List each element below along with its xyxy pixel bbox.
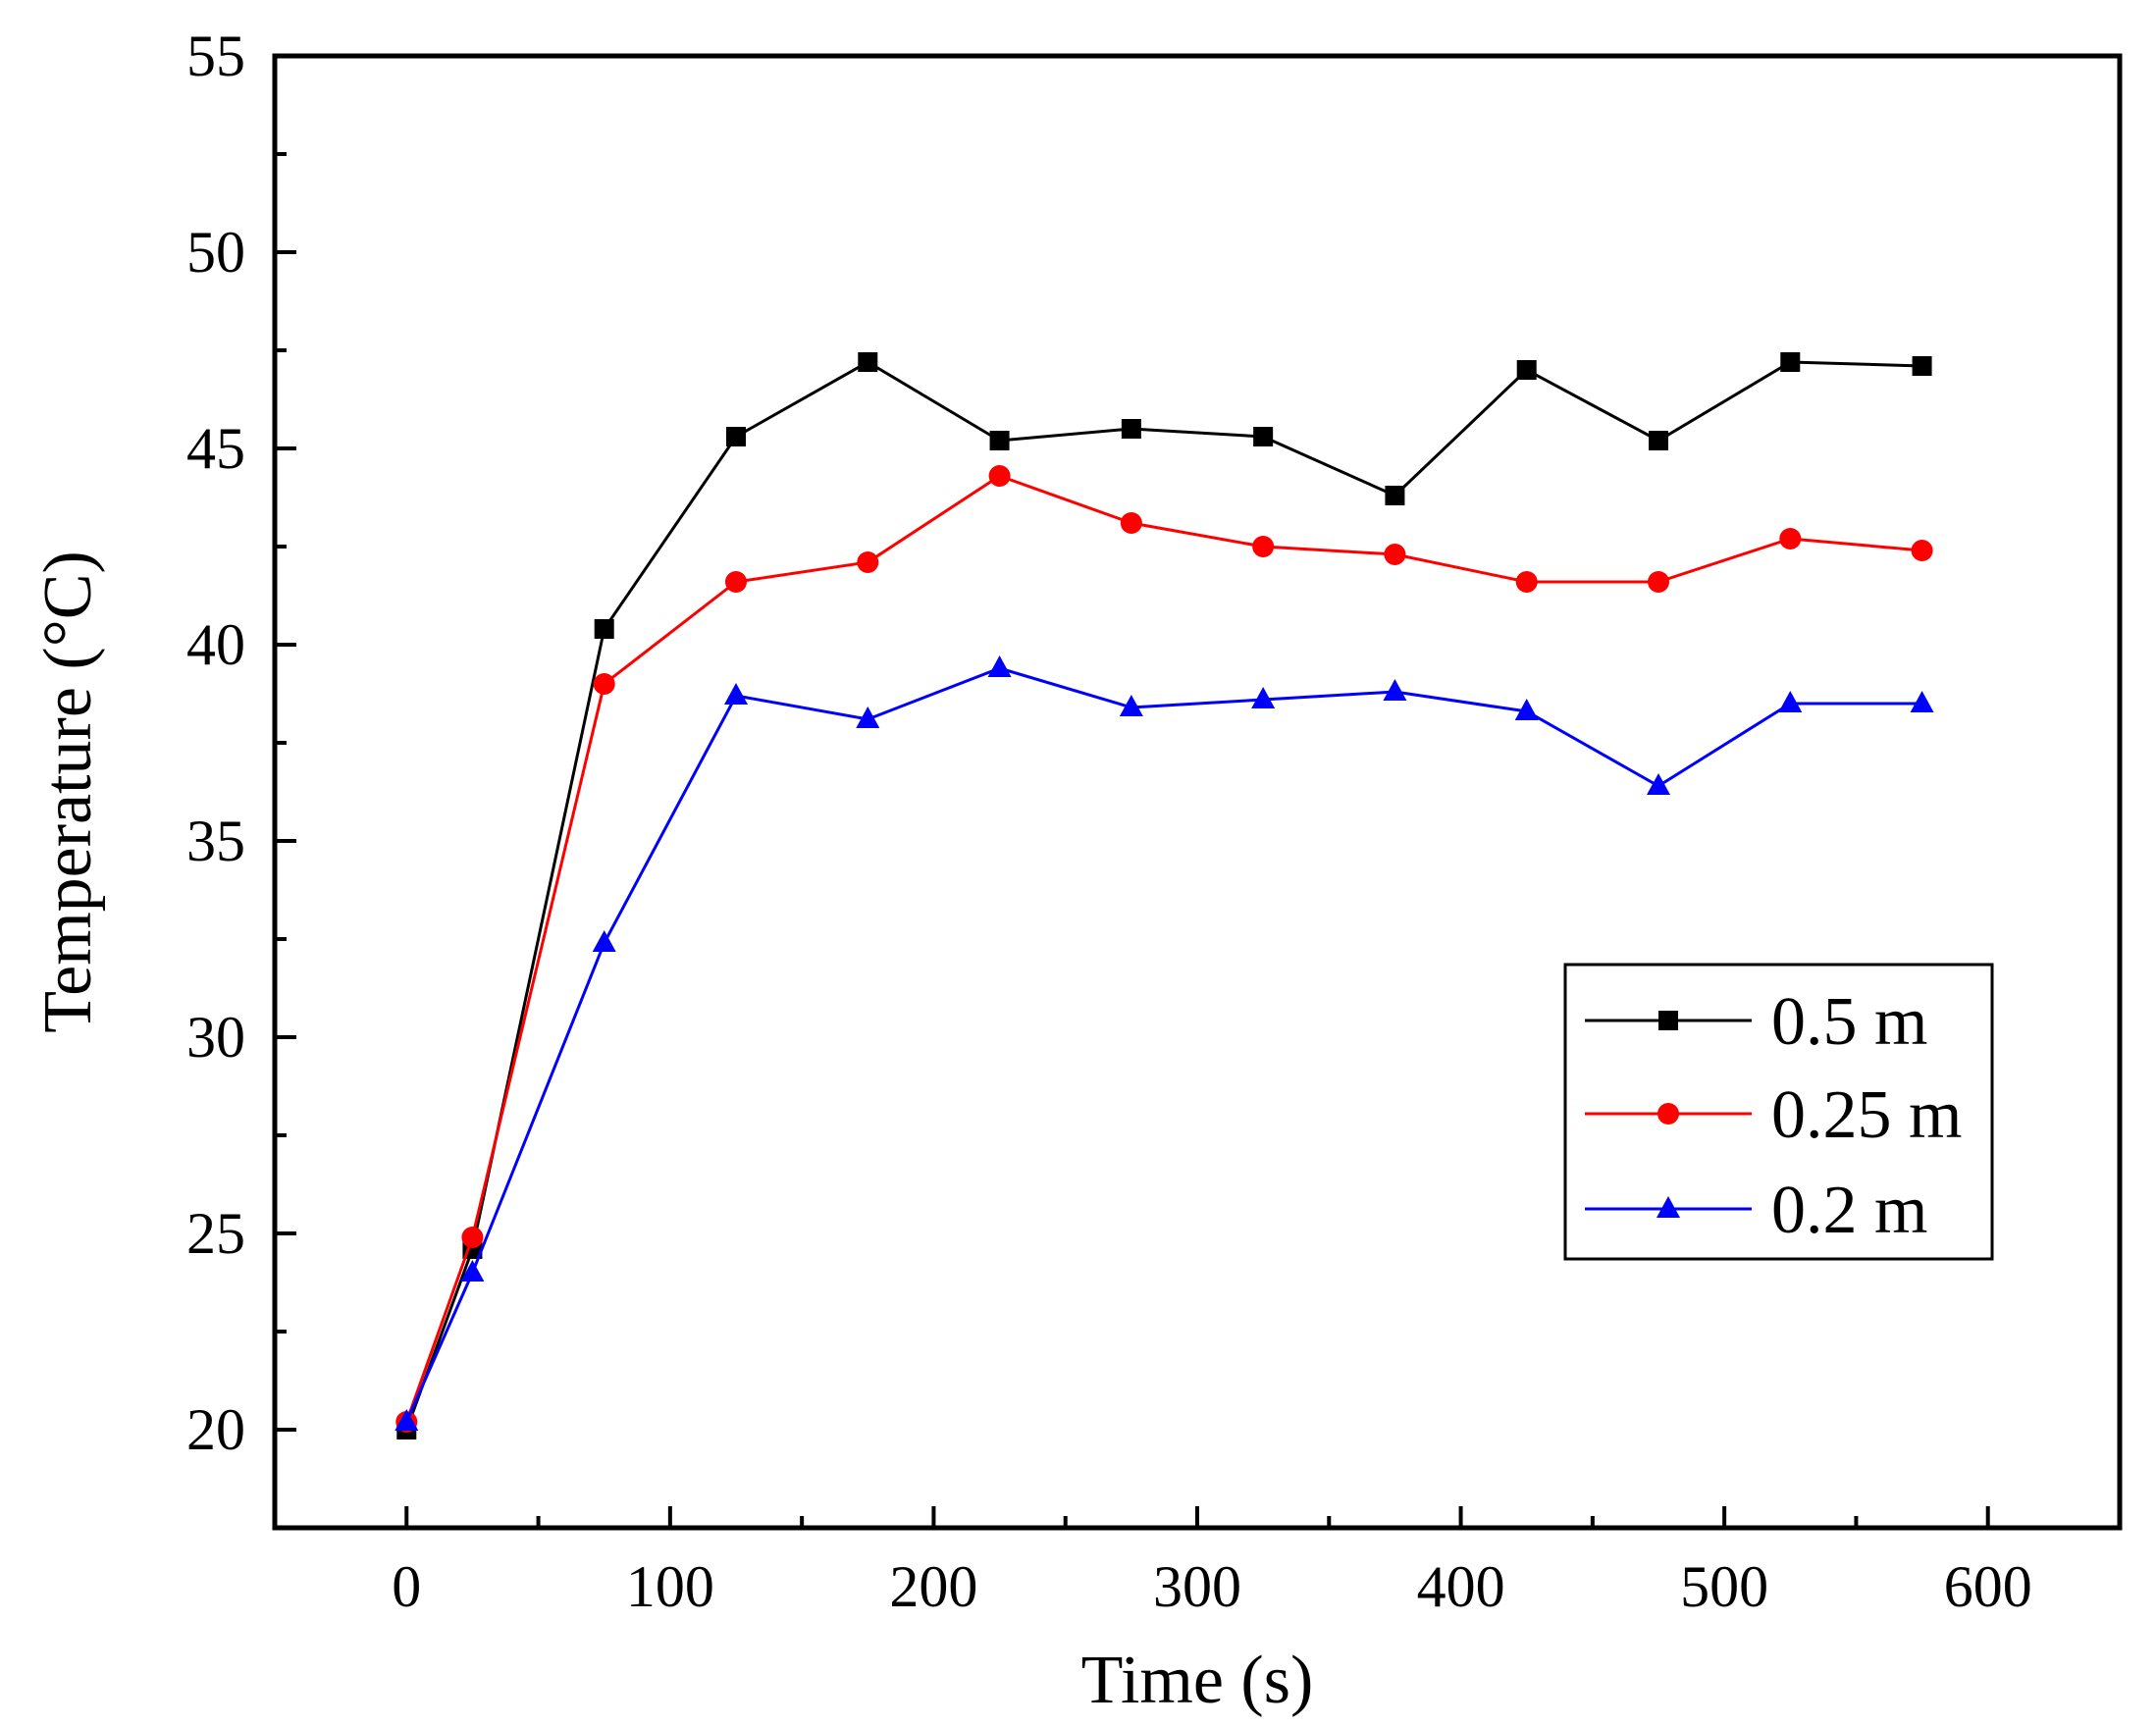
data-point bbox=[1910, 691, 1934, 712]
data-point bbox=[394, 1409, 419, 1431]
series-group bbox=[394, 352, 1934, 1439]
data-point bbox=[461, 1227, 484, 1248]
x-tick-label: 300 bbox=[1153, 1554, 1241, 1619]
y-tick-label: 40 bbox=[186, 612, 245, 677]
y-tick-label: 25 bbox=[186, 1201, 245, 1266]
legend-item: 0.5 m bbox=[1585, 984, 1927, 1060]
data-point bbox=[1515, 571, 1538, 593]
series-line bbox=[404, 360, 1922, 1431]
data-point bbox=[593, 673, 615, 695]
data-point bbox=[724, 683, 748, 705]
data-point bbox=[857, 551, 879, 573]
legend-item: 0.2 m bbox=[1585, 1173, 1927, 1248]
data-point bbox=[1119, 695, 1143, 716]
data-point bbox=[1780, 352, 1801, 372]
data-point bbox=[1648, 571, 1669, 593]
x-axis-title: Time (s) bbox=[1081, 1643, 1314, 1718]
data-point bbox=[1253, 427, 1274, 446]
data-point bbox=[1120, 512, 1142, 534]
series-line bbox=[404, 474, 1922, 1423]
series-1 bbox=[395, 465, 1933, 1433]
series-2 bbox=[394, 655, 1934, 1431]
y-tick-label: 45 bbox=[186, 416, 245, 481]
data-point bbox=[1779, 528, 1802, 550]
x-tick-label: 200 bbox=[889, 1554, 977, 1619]
legend-marker bbox=[1658, 1011, 1678, 1030]
data-point bbox=[726, 427, 746, 446]
data-point bbox=[1911, 540, 1933, 561]
data-point bbox=[856, 706, 880, 728]
legend-item: 0.25 m bbox=[1585, 1077, 1962, 1153]
data-point bbox=[1647, 773, 1670, 795]
legend-label: 0.2 m bbox=[1771, 1173, 1927, 1248]
x-tick-label: 500 bbox=[1680, 1554, 1768, 1619]
x-tick-label: 0 bbox=[392, 1554, 421, 1619]
data-point bbox=[858, 352, 878, 372]
y-tick-label: 30 bbox=[186, 1005, 245, 1070]
data-point bbox=[987, 655, 1012, 677]
data-point bbox=[460, 1260, 485, 1282]
data-point bbox=[592, 930, 616, 952]
data-point bbox=[1385, 486, 1405, 505]
legend-items: 0.5 m 0.25 m 0.2 m bbox=[1585, 984, 1962, 1248]
data-point bbox=[1649, 431, 1668, 450]
x-tick-label: 400 bbox=[1417, 1554, 1505, 1619]
legend-marker bbox=[1657, 1103, 1679, 1125]
y-axis-title: Temperature (°C) bbox=[30, 550, 106, 1032]
x-tick-label: 100 bbox=[626, 1554, 714, 1619]
y-tick-label: 50 bbox=[186, 220, 245, 285]
legend-label: 0.25 m bbox=[1771, 1077, 1962, 1153]
legend: 0.5 m 0.25 m 0.2 m bbox=[1563, 963, 1994, 1261]
y-tick-label: 55 bbox=[186, 24, 245, 88]
data-point bbox=[1778, 691, 1803, 712]
data-point bbox=[1121, 419, 1141, 439]
y-tick-label: 35 bbox=[186, 809, 245, 873]
data-point bbox=[1252, 536, 1275, 557]
data-point bbox=[1514, 699, 1539, 720]
plot-area-frame bbox=[272, 53, 2123, 1531]
axis-ticks: 0 100 200 300 400 500 600 20 25 30 35 40 45 50 55 bbox=[186, 24, 2032, 1619]
data-point bbox=[594, 619, 614, 639]
data-point bbox=[989, 431, 1010, 450]
data-point bbox=[1384, 544, 1406, 565]
series-0 bbox=[396, 352, 1932, 1439]
y-tick-label: 20 bbox=[186, 1397, 245, 1462]
legend-marker bbox=[1656, 1196, 1680, 1218]
legend-label: 0.5 m bbox=[1771, 984, 1927, 1060]
data-point bbox=[988, 465, 1011, 487]
x-tick-label: 600 bbox=[1944, 1554, 2032, 1619]
data-point bbox=[1251, 687, 1276, 708]
data-point bbox=[1516, 360, 1537, 380]
data-point bbox=[1912, 356, 1932, 376]
data-point bbox=[725, 571, 747, 593]
data-point bbox=[1383, 679, 1407, 701]
